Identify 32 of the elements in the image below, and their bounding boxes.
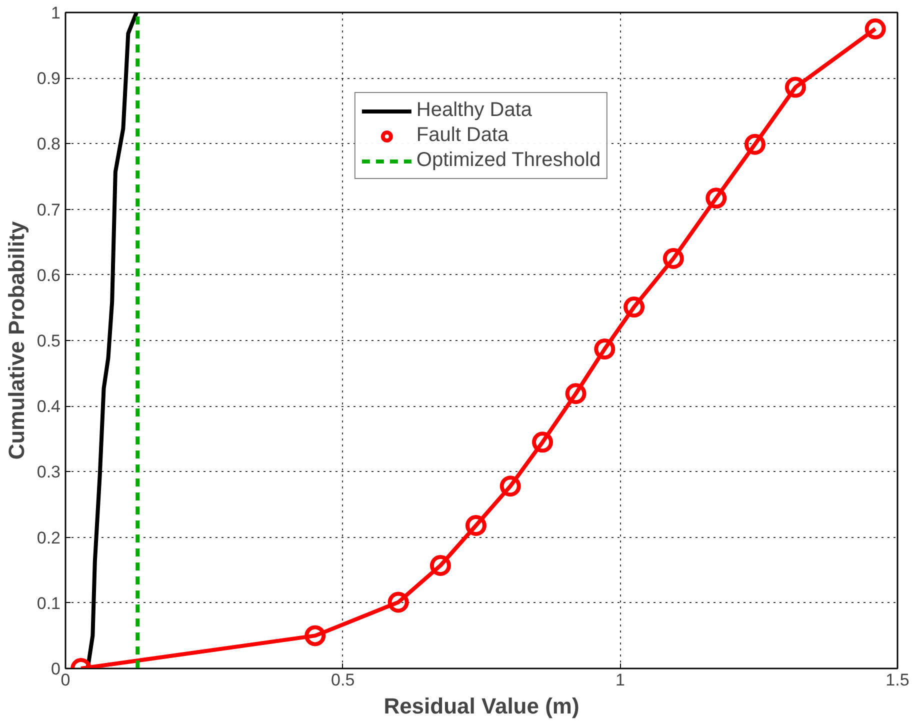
x-tick-label: 0.5 — [331, 670, 355, 690]
y-tick-label: 0.4 — [36, 397, 61, 416]
point — [624, 296, 645, 318]
x-tick-label: 1.5 — [886, 670, 910, 690]
y-axis-title: Cumulative Probability — [4, 220, 29, 460]
legend-label: Healthy Data — [416, 99, 532, 122]
legend-label: Fault Data — [416, 124, 509, 147]
point — [430, 555, 451, 576]
point — [500, 476, 521, 497]
y-tick-label: 0.7 — [36, 200, 61, 220]
point — [744, 134, 766, 155]
point — [662, 248, 684, 269]
point — [465, 515, 486, 536]
y-tick-label: 0.8 — [36, 134, 61, 154]
legend-label: Optimized Threshold — [416, 149, 601, 172]
point — [304, 625, 326, 646]
y-tick-label: 0.3 — [36, 462, 61, 482]
y-tick-label: 0.2 — [36, 528, 61, 548]
y-tick-label: 0.1 — [36, 594, 61, 613]
y-tick-label: 1 — [51, 4, 61, 22]
x-tick-label: 1 — [615, 670, 625, 690]
point — [706, 188, 727, 209]
point — [388, 592, 409, 613]
y-tick-label: 0.6 — [36, 266, 61, 285]
point — [784, 76, 806, 98]
y-tick-label: 0.5 — [36, 332, 61, 350]
point — [594, 338, 616, 360]
point — [565, 383, 586, 404]
x-axis-title: Residual Value (m) — [384, 694, 580, 718]
point — [864, 18, 886, 40]
y-tick-label: 0.9 — [36, 69, 61, 88]
point — [532, 432, 554, 453]
